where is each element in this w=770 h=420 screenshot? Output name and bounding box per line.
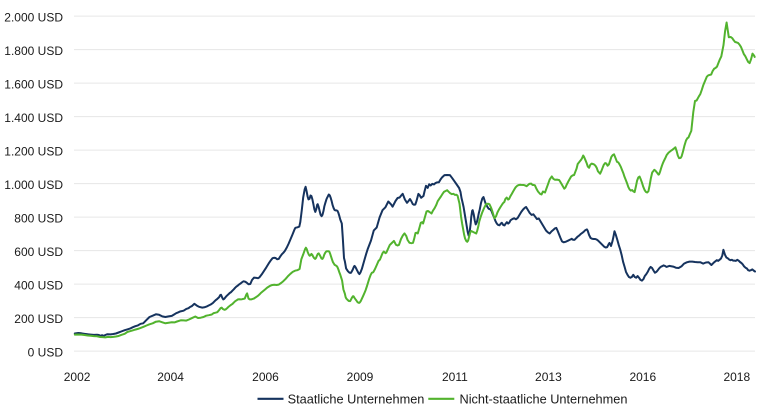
svg-text:400 USD: 400 USD [14, 278, 63, 292]
svg-text:1.600 USD: 1.600 USD [4, 77, 63, 91]
svg-text:2002: 2002 [64, 370, 91, 384]
svg-text:Staatliche Unternehmen: Staatliche Unternehmen [288, 392, 425, 407]
svg-text:Nicht-staatliche Unternehmen: Nicht-staatliche Unternehmen [460, 392, 628, 407]
svg-text:2009: 2009 [347, 370, 374, 384]
svg-text:800 USD: 800 USD [14, 211, 63, 225]
svg-text:2018: 2018 [723, 370, 750, 384]
svg-text:2004: 2004 [157, 370, 184, 384]
svg-text:2006: 2006 [252, 370, 279, 384]
svg-text:2011: 2011 [442, 370, 468, 384]
svg-text:1.800 USD: 1.800 USD [4, 44, 63, 58]
svg-text:200 USD: 200 USD [14, 312, 63, 326]
svg-text:2016: 2016 [629, 370, 656, 384]
svg-text:1.000 USD: 1.000 USD [4, 178, 63, 192]
svg-text:2.000 USD: 2.000 USD [4, 10, 63, 24]
svg-text:1.400 USD: 1.400 USD [4, 111, 63, 125]
svg-text:0 USD: 0 USD [28, 345, 64, 359]
svg-text:1.200 USD: 1.200 USD [4, 144, 63, 158]
svg-text:2013: 2013 [535, 370, 562, 384]
svg-text:600 USD: 600 USD [14, 245, 63, 259]
